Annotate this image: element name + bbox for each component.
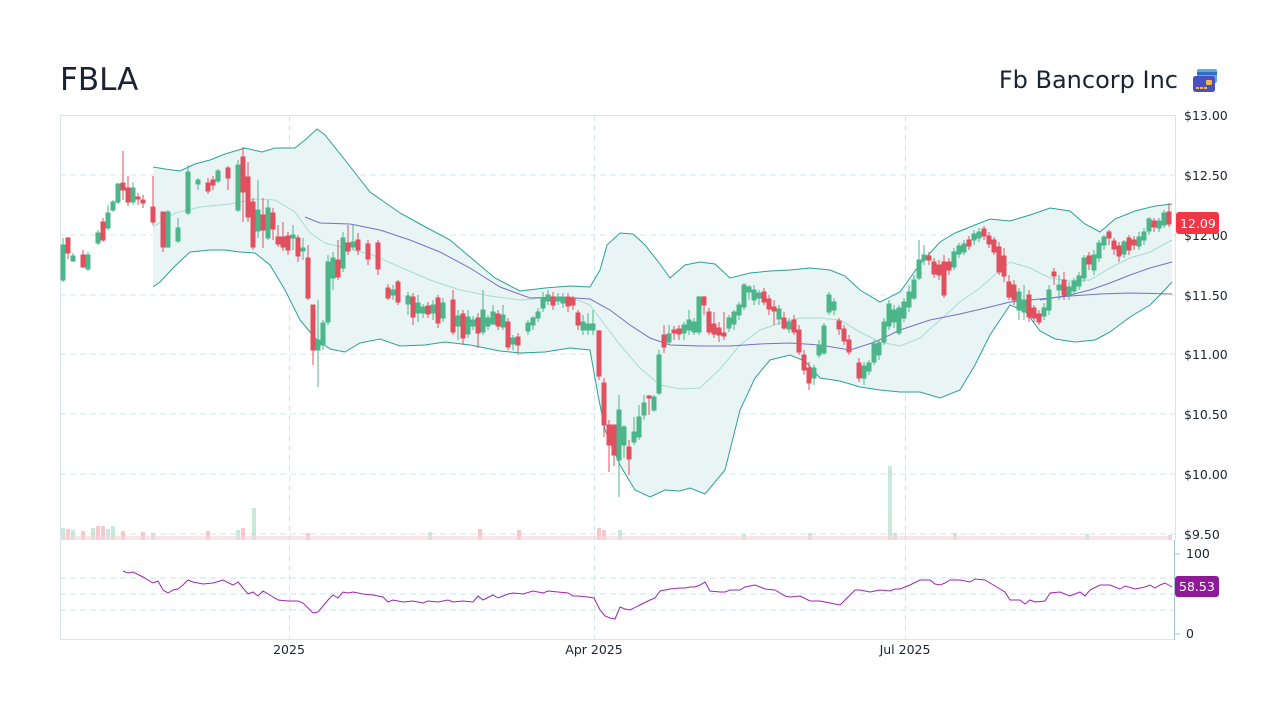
time-tick-apr-2025: Apr 2025	[565, 642, 622, 657]
price-tick: $11.50	[1184, 288, 1228, 303]
last-price-value: 12.09	[1180, 216, 1216, 231]
price-tick: $10.00	[1184, 467, 1228, 482]
price-tick: $10.50	[1184, 407, 1228, 422]
rsi-value-badge: 58.53	[1175, 576, 1219, 597]
rsi-tick-0: 0	[1186, 626, 1194, 641]
price-tick: $11.00	[1184, 347, 1228, 362]
rsi-pane: 100 0 58.53	[60, 540, 1219, 641]
ticker-symbol: FBLA	[60, 62, 139, 98]
volume-bars	[61, 466, 1172, 540]
sma-50-line	[304, 216, 1173, 351]
credit-card-icon	[1193, 69, 1217, 92]
price-tick: $12.50	[1184, 168, 1228, 183]
price-tick: $9.50	[1184, 527, 1220, 542]
company-name: Fb Bancorp Inc	[998, 66, 1178, 94]
candlesticks	[60, 147, 1172, 497]
time-tick-jul-2025: Jul 2025	[879, 642, 931, 657]
time-tick-2025: 2025	[273, 642, 305, 657]
time-axis: 2025 Apr 2025 Jul 2025	[273, 642, 930, 657]
rsi-last-value: 58.53	[1179, 579, 1215, 594]
price-tick: $13.00	[1184, 108, 1228, 123]
rsi-line	[122, 570, 1173, 620]
price-pane	[60, 115, 1176, 540]
price-axis: $13.00 $12.50 $12.00 $11.50 $11.00 $10.5…	[1184, 108, 1228, 542]
bollinger-lower-band	[152, 249, 1173, 498]
sma-20-line	[152, 198, 1173, 390]
bollinger-upper-band	[152, 128, 1173, 303]
bollinger-band-fill	[153, 129, 1172, 497]
rsi-tick-100: 100	[1186, 546, 1210, 561]
last-price-badge: 12.09	[1176, 212, 1219, 234]
